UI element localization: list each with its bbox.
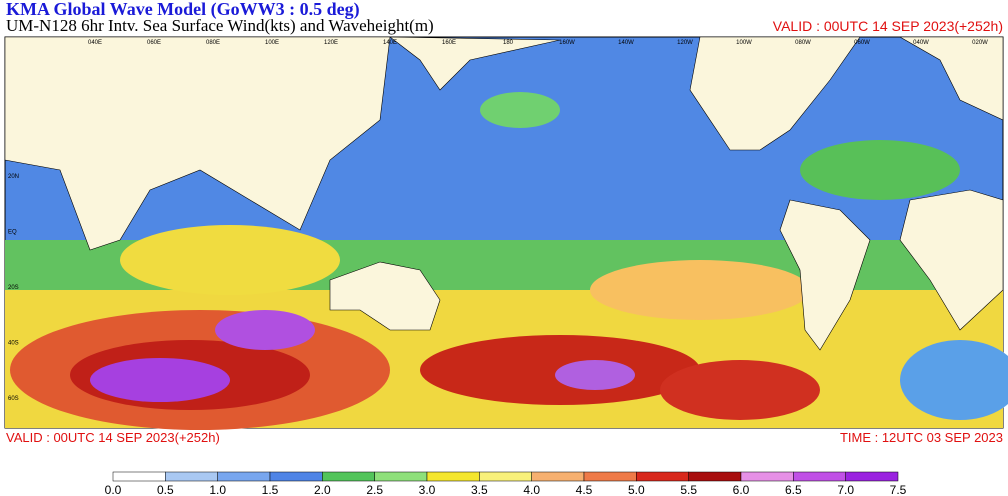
land <box>898 36 1004 121</box>
land <box>689 36 861 151</box>
lon-label: 120E <box>324 40 338 46</box>
land <box>389 36 561 91</box>
colorbar-bin <box>531 471 585 482</box>
run-time: TIME : 12UTC 03 SEP 2023 <box>840 430 1003 445</box>
colorbar-bin <box>583 471 637 482</box>
colorbar-bin <box>688 471 742 482</box>
lat-label: 60S <box>8 396 19 402</box>
lat-label: 20N <box>8 174 19 180</box>
lon-labels: 040E 060E 080E 100E 120E 140E 160E 180 160W 140W 1… <box>88 40 988 46</box>
colorbar-label: 2.0 <box>314 483 331 496</box>
field <box>480 92 560 128</box>
lon-label: 140E <box>383 40 397 46</box>
colorbar-bin <box>112 471 166 482</box>
colorbar-label: 5.0 <box>628 483 645 496</box>
colorbar-label: 4.5 <box>576 483 593 496</box>
lon-label: 040E <box>88 40 102 46</box>
land <box>4 36 391 251</box>
lon-label: 060W <box>854 40 870 46</box>
lon-label: 100W <box>736 40 752 46</box>
lon-label: 140W <box>618 40 634 46</box>
lon-label: 180 <box>503 40 514 46</box>
map <box>4 36 1008 430</box>
field <box>120 225 340 295</box>
colorbar-label: 4.0 <box>523 483 540 496</box>
lon-label: 020W <box>972 40 988 46</box>
colorbar-bin <box>479 471 532 482</box>
colorbar-label: 0.5 <box>157 483 174 496</box>
lon-label: 160E <box>442 40 456 46</box>
land <box>779 199 871 351</box>
colorbar-label: 1.0 <box>209 483 226 496</box>
valid-bottom: VALID : 00UTC 14 SEP 2023(+252h) <box>6 430 220 445</box>
lon-label: 120W <box>677 40 693 46</box>
field <box>555 360 635 390</box>
field <box>90 358 230 402</box>
colorbar-label: 1.5 <box>262 483 279 496</box>
colorbar-bin <box>269 471 323 482</box>
colorbar-label: 3.5 <box>471 483 488 496</box>
lon-label: 160W <box>559 40 575 46</box>
lat-label: 40S <box>8 341 19 347</box>
colorbar-bin <box>322 471 375 482</box>
colorbar-bin <box>217 471 271 482</box>
colorbar: 0.0 0.5 1.0 1.5 2.0 2.5 3.0 3.5 4.0 4.5 5.0 5.5 6.0 6… <box>105 471 907 496</box>
colorbar-bin <box>845 471 899 482</box>
title: KMA Global Wave Model (GoWW3 : 0.5 deg) <box>6 0 360 20</box>
field <box>900 340 1008 420</box>
valid-top: VALID : 00UTC 14 SEP 2023(+252h) <box>773 18 1003 34</box>
colorbar-bin <box>740 471 794 482</box>
colorbar-bin <box>636 471 689 482</box>
colorbar-bin <box>165 471 218 482</box>
subtitle: UM-N128 6hr Intv. Sea Surface Wind(kts) … <box>6 16 434 35</box>
colorbar-label: 6.5 <box>785 483 802 496</box>
colorbar-label: 5.5 <box>680 483 697 496</box>
colorbar-label: 2.5 <box>366 483 383 496</box>
lat-labels: 20N EQ 20S 40S 60S <box>8 174 19 402</box>
colorbar-label: 6.0 <box>733 483 750 496</box>
colorbar-bin <box>374 471 428 482</box>
field <box>215 310 315 350</box>
colorbar-bin <box>426 471 480 482</box>
lon-label: 100E <box>265 40 279 46</box>
land <box>329 261 441 331</box>
lon-label: 060E <box>147 40 161 46</box>
field <box>590 260 810 320</box>
field <box>800 140 960 200</box>
lon-label: 080W <box>795 40 811 46</box>
colorbar-label: 0.0 <box>105 483 122 496</box>
land <box>899 189 1004 331</box>
lon-label: 040W <box>913 40 929 46</box>
colorbar-label: 3.0 <box>419 483 436 496</box>
lat-label: 20S <box>8 285 19 291</box>
lat-label: EQ <box>8 230 17 236</box>
lon-label: 080E <box>206 40 220 46</box>
colorbar-label: 7.5 <box>890 483 907 496</box>
colorbar-bin <box>793 471 846 482</box>
colorbar-label: 7.0 <box>837 483 854 496</box>
field <box>660 360 820 420</box>
